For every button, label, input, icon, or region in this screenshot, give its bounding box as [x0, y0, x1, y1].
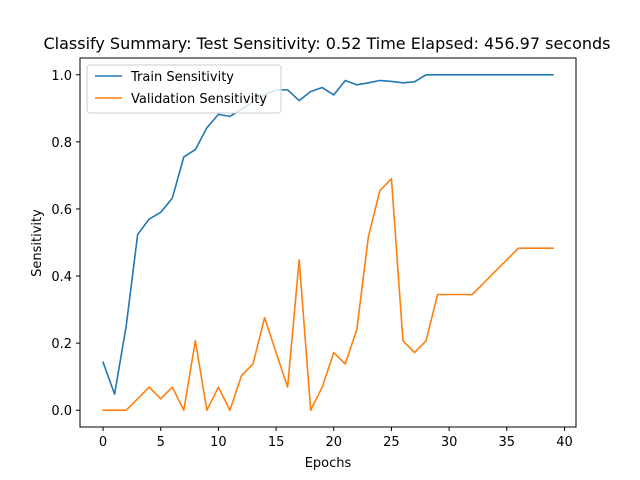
x-tick-label: 30 [441, 435, 458, 450]
x-tick-label: 20 [325, 435, 342, 450]
x-tick-label: 5 [157, 435, 165, 450]
legend-entry-label: Validation Sensitivity [131, 92, 267, 107]
legend: Train Sensitivity Validation Sensitivity [86, 64, 282, 114]
y-axis-title: Sensitivity [30, 209, 45, 277]
plot-frame [79, 57, 577, 428]
x-tick-label: 35 [499, 435, 516, 450]
y-tick-label: 1.0 [51, 69, 72, 84]
chart-title: Classify Summary: Test Sensitivity: 0.52… [43, 34, 610, 53]
x-tick-label: 0 [99, 435, 107, 450]
x-tick-label: 10 [210, 435, 227, 450]
x-tick-label: 25 [383, 435, 400, 450]
series-line-validation-sensitivity [102, 177, 554, 412]
y-tick-label: 0.4 [51, 270, 72, 285]
legend-box [86, 64, 282, 114]
y-tick-label: 0.6 [51, 203, 72, 218]
x-tick-label: 15 [268, 435, 285, 450]
y-tick-label: 0.0 [51, 404, 72, 419]
x-axis: 0 5 10 15 20 25 30 35 40 [99, 427, 573, 450]
y-tick-label: 0.8 [51, 136, 72, 151]
x-axis-title: Epochs [305, 456, 352, 471]
legend-entry-label: Train Sensitivity [130, 70, 234, 85]
x-tick-label: 40 [556, 435, 573, 450]
y-axis: 0.0 0.2 0.4 0.6 0.8 1.0 [51, 69, 80, 419]
plot-series [102, 73, 554, 412]
y-tick-label: 0.2 [51, 337, 72, 352]
series-line-train-sensitivity [102, 73, 554, 395]
